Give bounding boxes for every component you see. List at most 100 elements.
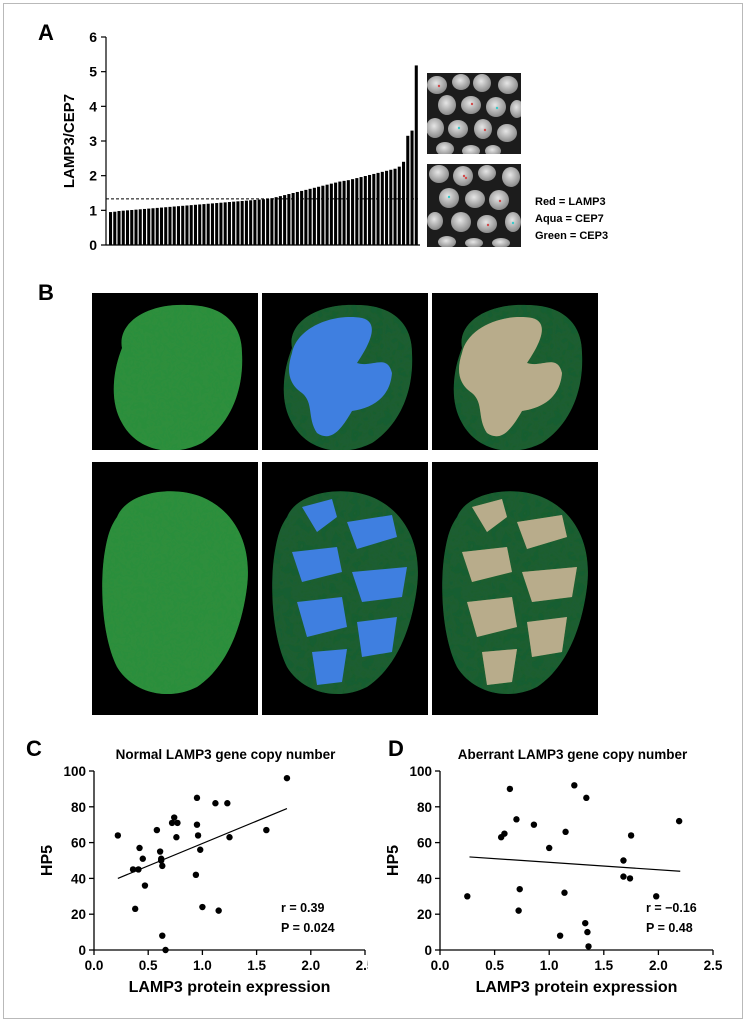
data-point: [159, 862, 166, 870]
x-axis-label: LAMP3 protein expression: [129, 979, 331, 996]
data-point: [159, 932, 166, 939]
bar: [410, 130, 414, 245]
data-point: [546, 844, 553, 852]
chart-c-normal-copy-number: Normal LAMP3 gene copy number 0 20 40 60 80 10…: [39, 747, 368, 996]
bar: [206, 203, 210, 245]
bar: [389, 169, 393, 245]
bar: [232, 201, 236, 245]
y-tick-label: 80: [71, 800, 86, 815]
data-point: [585, 943, 592, 950]
y-tick-label: 60: [71, 836, 86, 851]
y-tick-label: 20: [71, 907, 86, 922]
bar: [198, 204, 202, 245]
bar: [304, 189, 308, 245]
data-point: [626, 875, 634, 882]
bar: [329, 183, 333, 245]
data-point: [515, 907, 522, 914]
data-point: [627, 832, 635, 839]
y-tick-label: 100: [409, 764, 432, 779]
bar: [257, 199, 261, 245]
y-tick-label: 0: [78, 943, 86, 958]
bar: [130, 209, 134, 245]
data-point: [582, 919, 589, 927]
stat-annotation: P = 0.024: [281, 921, 335, 935]
data-point: [530, 821, 538, 828]
y-tick-label: 100: [63, 764, 86, 779]
data-point: [215, 907, 222, 914]
data-point: [162, 946, 169, 954]
panel-label-d: D: [388, 736, 404, 761]
x-tick-label: 0.0: [85, 958, 104, 973]
y-axis-label: LAMP3/CEP7: [61, 94, 78, 188]
bar: [125, 210, 130, 245]
x-tick-label: 0.5: [485, 958, 504, 973]
data-point: [562, 828, 569, 836]
bar: [147, 208, 151, 245]
data-point: [571, 782, 578, 789]
data-point: [168, 819, 176, 827]
stat-annotation: r = 0.39: [281, 901, 324, 915]
bar: [283, 195, 287, 245]
data-point: [501, 830, 508, 837]
stat-annotation: P = 0.48: [646, 921, 693, 935]
fish-micrograph-top: [427, 73, 521, 154]
data-point: [283, 774, 291, 782]
bar: [121, 210, 125, 245]
data-point: [653, 893, 660, 900]
bar: [346, 180, 350, 245]
ihc-image-row2-green: [92, 462, 258, 715]
data-point: [212, 800, 219, 807]
bar: [380, 171, 384, 245]
data-point: [171, 814, 178, 821]
data-point: [620, 873, 627, 880]
chart-d-aberrant-copy-number: Aberrant LAMP3 gene copy number 0 20 40 60 80…: [385, 747, 722, 996]
bar: [385, 170, 389, 245]
bar: [355, 178, 359, 245]
bar: [138, 209, 142, 245]
data-point: [194, 832, 202, 839]
legend-green: Green = CEP3: [535, 230, 609, 242]
ihc-image-row2-overlay: [432, 462, 598, 715]
bar: [185, 205, 189, 245]
bar: [266, 198, 270, 245]
y-tick-label: 4: [89, 98, 97, 114]
data-point: [464, 893, 471, 900]
bar: [278, 196, 282, 245]
y-tick-label: 6: [89, 29, 97, 45]
x-tick-label: 2.5: [356, 958, 368, 973]
data-point: [153, 826, 161, 834]
bar: [155, 207, 159, 245]
bar: [351, 179, 355, 245]
bar: [287, 194, 291, 245]
x-tick-label: 0.5: [139, 958, 158, 973]
ihc-image-row1-mask: [262, 293, 428, 450]
bar: [168, 206, 172, 245]
regression-line: [117, 808, 288, 879]
data-point: [620, 857, 627, 864]
x-tick-label: 2.0: [649, 958, 668, 973]
bar: [159, 207, 164, 245]
data-point: [556, 932, 564, 939]
ihc-image-row2-mask: [262, 462, 428, 715]
bar: [300, 190, 304, 245]
data-point: [114, 832, 122, 839]
bar: [142, 208, 147, 245]
bar: [359, 177, 363, 245]
y-tick-label: 3: [89, 133, 97, 149]
bar: [321, 185, 325, 245]
data-point: [131, 905, 139, 913]
y-tick-label: 60: [417, 836, 432, 851]
panel-label-b: B: [38, 280, 54, 305]
ihc-image-row1-green: [92, 293, 258, 450]
bar: [223, 202, 227, 245]
data-point: [156, 848, 164, 855]
legend-aqua: Aqua = CEP7: [535, 213, 604, 225]
data-point: [174, 819, 181, 827]
legend-red: Red = LAMP3: [535, 196, 606, 208]
bar: [193, 204, 197, 245]
bar: [134, 209, 138, 245]
data-point: [516, 885, 523, 893]
bar: [113, 211, 117, 245]
bar: [376, 172, 380, 245]
bar: [368, 174, 372, 245]
